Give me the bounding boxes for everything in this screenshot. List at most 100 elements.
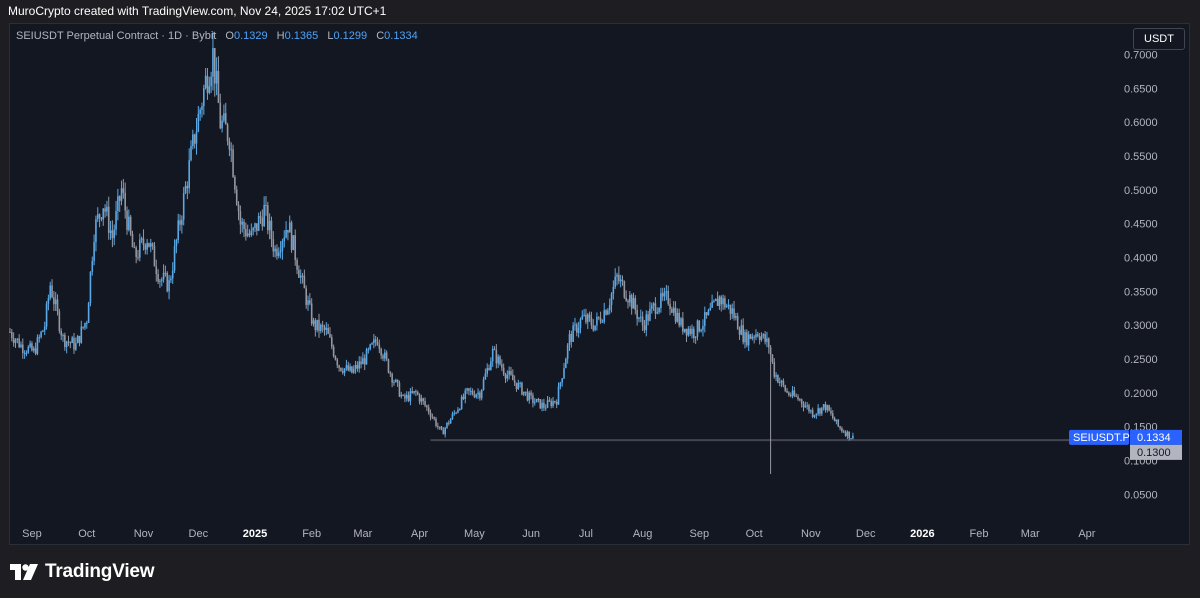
candle-body: [769, 347, 772, 355]
candle-body: [486, 367, 489, 374]
candle-body: [182, 193, 185, 220]
candle-body: [698, 320, 701, 332]
candle-body: [47, 298, 50, 304]
candle-body: [107, 206, 110, 233]
candle-body: [213, 47, 216, 84]
candle-body: [842, 431, 845, 433]
symbol-tag-bg: [1069, 429, 1129, 445]
candle-body: [784, 385, 787, 391]
candle-body: [177, 220, 180, 241]
candle-body: [519, 382, 521, 384]
candle-body: [223, 113, 225, 121]
candle-body: [212, 47, 214, 77]
candle-body: [62, 335, 64, 337]
candle-body: [610, 293, 613, 306]
candle-body: [451, 413, 454, 420]
candle-body: [349, 366, 351, 371]
candle-body: [512, 374, 514, 381]
y-tick-label: 0.3500: [1124, 286, 1158, 298]
candle-body: [844, 432, 847, 437]
y-tick-label: 0.4000: [1124, 252, 1158, 264]
candle-body: [649, 308, 651, 321]
candle-body: [210, 76, 212, 87]
candle-body: [599, 317, 602, 322]
candle-body: [407, 394, 410, 401]
candle-body: [89, 271, 92, 304]
candle-body: [778, 382, 781, 384]
ohlc-open-value: 0.1329: [233, 30, 268, 42]
candle-body: [839, 426, 841, 429]
candle-body: [334, 356, 337, 360]
candle-body: [440, 426, 443, 430]
candle-body: [23, 352, 26, 354]
candle-body: [362, 358, 364, 365]
candle-body: [21, 344, 24, 353]
candle-body: [758, 336, 761, 341]
candle-body: [517, 382, 520, 390]
candle-body: [219, 102, 222, 129]
candle-body: [175, 240, 178, 247]
candle-body: [700, 329, 702, 332]
candle-body: [709, 307, 712, 311]
candle-body: [636, 310, 638, 319]
candle-body: [671, 308, 673, 313]
candle-body: [612, 286, 615, 294]
candle-body: [714, 298, 717, 301]
candle-body: [320, 324, 322, 332]
candle-body: [448, 422, 450, 424]
x-tick-label: Jul: [579, 528, 593, 540]
candle-body: [288, 222, 291, 233]
candle-body: [206, 75, 209, 93]
candle-body: [471, 390, 474, 395]
candle-body: [71, 337, 73, 343]
ohlc-high-value: 0.1365: [284, 30, 319, 42]
candle-body: [332, 346, 335, 357]
candle-body: [95, 219, 97, 243]
candle-body: [91, 261, 94, 272]
x-tick-label: Oct: [78, 528, 95, 540]
tradingview-brand[interactable]: TradingView: [10, 560, 155, 584]
candle-body: [665, 291, 668, 293]
candle-body: [140, 238, 143, 240]
candle-body: [757, 334, 759, 337]
x-tick-label: Dec: [856, 528, 876, 540]
candle-body: [552, 401, 554, 407]
currency-unit-button[interactable]: USDT: [1133, 28, 1185, 50]
candle-body: [762, 334, 765, 337]
candle-body: [453, 412, 456, 414]
candle-body: [12, 338, 15, 343]
candle-body: [566, 344, 569, 359]
candle-body: [550, 401, 553, 407]
candle-body: [771, 354, 774, 362]
candle-body: [585, 314, 587, 323]
candle-body: [755, 334, 757, 338]
candle-body: [713, 300, 715, 302]
candle-body: [674, 307, 677, 322]
candle-body: [208, 86, 211, 93]
candle-body: [433, 417, 435, 419]
candle-body: [438, 426, 441, 428]
candle-body: [376, 341, 379, 345]
chart-panel[interactable]: [9, 23, 1190, 545]
candle-body: [810, 410, 812, 412]
candle-body: [504, 374, 507, 379]
candle-body: [449, 419, 452, 424]
candle-body: [680, 318, 682, 326]
candle-body: [676, 312, 679, 322]
candle-body: [767, 338, 770, 348]
candle-body: [643, 325, 646, 331]
candle-body: [137, 256, 139, 258]
candle-body: [272, 239, 275, 252]
candle-body: [365, 349, 368, 365]
candle-body: [31, 343, 33, 351]
candle-body: [347, 365, 350, 371]
candle-body: [393, 381, 395, 383]
candle-body: [100, 217, 103, 220]
candle-body: [468, 388, 470, 391]
candle-body: [115, 211, 117, 230]
candle-body: [480, 389, 483, 399]
candle-body: [727, 304, 730, 307]
candle-body: [821, 407, 823, 414]
symbol-title[interactable]: SEIUSDT Perpetual Contract · 1D · Bybit: [16, 30, 217, 42]
candle-body: [422, 398, 425, 402]
